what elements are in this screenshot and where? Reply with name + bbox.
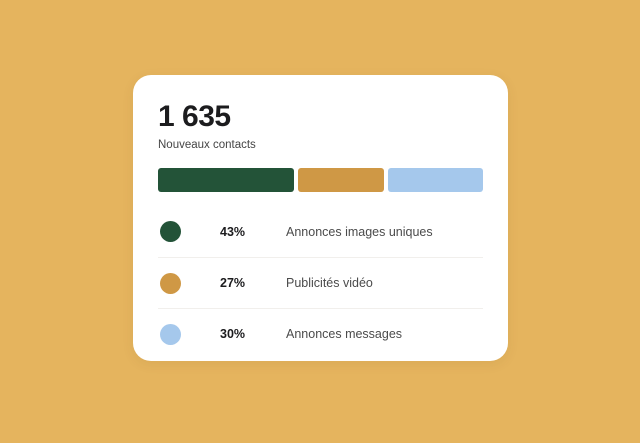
stacked-bar-chart bbox=[158, 168, 483, 192]
legend-row: 30% Annonces messages bbox=[158, 308, 483, 359]
bar-segment-annonces-images bbox=[158, 168, 295, 192]
total-contacts-label: Nouveaux contacts bbox=[158, 139, 256, 151]
legend-percent: 43% bbox=[220, 224, 246, 239]
legend-percent: 30% bbox=[220, 327, 246, 341]
new-contacts-stat-card: 1 635 Nouveaux contacts 43% Annonces ima… bbox=[133, 75, 508, 361]
bar-segment-annonces-messages bbox=[387, 168, 483, 192]
legend-color-dot bbox=[160, 272, 181, 294]
total-contacts-value: 1 635 bbox=[158, 100, 231, 133]
chart-legend: 43% Annonces images uniques 27% Publicit… bbox=[158, 206, 483, 359]
legend-color-dot bbox=[160, 221, 181, 242]
bar-segment-publicites-video bbox=[298, 168, 384, 192]
legend-label: Publicités vidéo bbox=[286, 276, 373, 290]
legend-percent: 27% bbox=[220, 276, 246, 290]
legend-label: Annonces messages bbox=[286, 327, 403, 341]
legend-color-dot bbox=[160, 323, 181, 345]
legend-row: 27% Publicités vidéo bbox=[158, 257, 483, 308]
legend-label: Annonces images uniques bbox=[286, 224, 433, 239]
legend-row: 43% Annonces images uniques bbox=[158, 206, 483, 257]
